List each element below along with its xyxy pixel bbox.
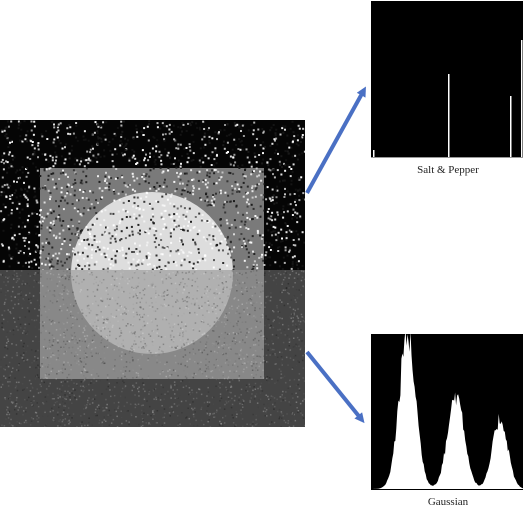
arrow-to-salt-pepper bbox=[305, 86, 366, 194]
bright-circle-top bbox=[71, 192, 233, 270]
salt-pepper-noise bbox=[0, 120, 305, 270]
salt-pepper-caption: Salt & Pepper bbox=[417, 164, 479, 176]
gaussian-noise bbox=[0, 270, 305, 427]
salt-pepper-histogram bbox=[371, 1, 523, 158]
gaussian-half bbox=[0, 270, 305, 427]
histogram-spike-white bbox=[521, 40, 523, 158]
gaussian-histogram-curve bbox=[371, 330, 523, 489]
bright-circle-bottom bbox=[71, 270, 233, 354]
histogram-spike-low bbox=[373, 150, 375, 158]
gaussian-caption: Gaussian bbox=[427, 496, 469, 508]
salt-pepper-histogram-bg bbox=[371, 1, 523, 158]
noisy-test-image bbox=[0, 120, 305, 427]
histogram-spike-high bbox=[510, 96, 512, 158]
gaussian-histogram bbox=[371, 330, 523, 490]
salt-pepper-half bbox=[0, 120, 305, 270]
arrow-to-gaussian bbox=[305, 350, 365, 424]
histogram-spike-mid bbox=[448, 74, 450, 158]
